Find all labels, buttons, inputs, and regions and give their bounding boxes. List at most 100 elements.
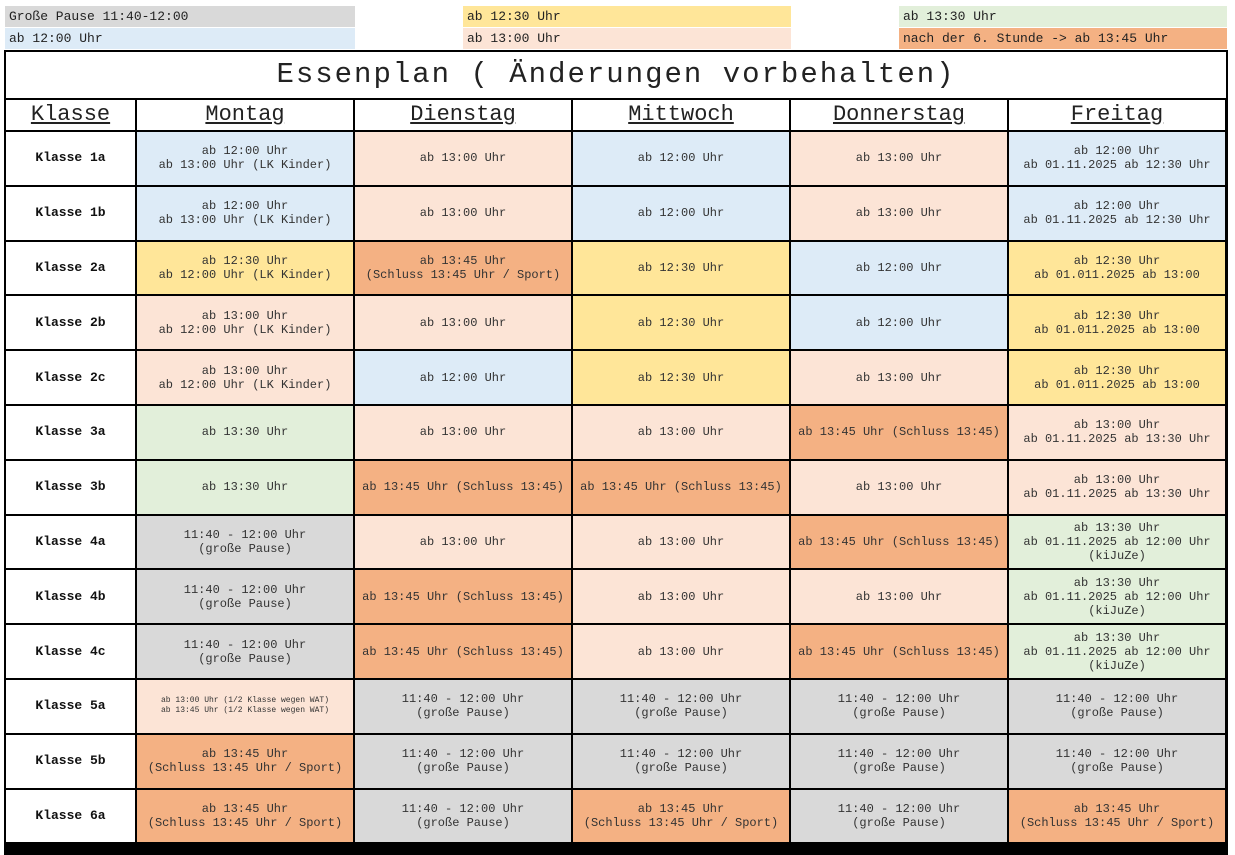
class-label: Klasse 1b (6, 186, 135, 240)
schedule-cell: ab 13:45 Uhr (Schluss 13:45) (355, 460, 571, 514)
cell-line: (große Pause) (1070, 706, 1164, 721)
cell-line: ab 13:00 Uhr (637, 644, 725, 659)
cell-line: 11:40 - 12:00 Uhr (837, 747, 961, 762)
schedule-cell: ab 13:30 Uhr ab 01.11.2025 ab 12:00 Uhr (k… (1009, 625, 1225, 678)
cell-line: ab 12:30 Uhr (1073, 363, 1161, 378)
cell-line: ab 13:45 Uhr (1073, 801, 1161, 816)
cell-line: ab 13:45 Uhr (Schluss 13:45) (580, 480, 782, 495)
class-label: Klasse 3a (6, 406, 135, 459)
cell-line: 11:40 - 12:00 Uhr (1055, 692, 1179, 707)
cell-line: ab 13:45 Uhr (637, 801, 725, 816)
cell-line: 11:40 - 12:00 Uhr (619, 747, 743, 762)
cell-line: ab 01.11.2025 ab 13:30 Uhr (1023, 432, 1211, 447)
cell-line: ab 12:00 Uhr (637, 151, 725, 166)
schedule-cell: ab 12:30 Uhr (573, 296, 789, 350)
cell-line: ab 13:45 Uhr (201, 747, 289, 762)
cell-line: (große Pause) (416, 761, 510, 776)
schedule-cell: ab 13:45 Uhr (Schluss 13:45) (573, 460, 789, 514)
schedule-cell: ab 13:00 Uhr (791, 460, 1007, 514)
cell-line: ab 13:00 Uhr (1073, 473, 1161, 488)
cell-line: ab 12:30 Uhr (637, 370, 725, 385)
cell-line: ab 12:00 Uhr (201, 199, 289, 214)
cell-line: ab 13:00 Uhr (855, 151, 943, 166)
class-label: Klasse 5b (6, 734, 135, 788)
cell-line: ab 01.11.2025 ab 12:30 Uhr (1023, 158, 1211, 173)
cell-line: ab 01.11.2025 ab 12:00 Uhr (1023, 534, 1211, 549)
cell-line: 11:40 - 12:00 Uhr (183, 582, 307, 597)
schedule-cell: 11:40 - 12:00 Uhr (große Pause) (355, 734, 571, 788)
cell-line: (große Pause) (416, 815, 510, 830)
cell-line: (große Pause) (852, 706, 946, 721)
schedule-cell: ab 13:30 Uhr (137, 460, 353, 514)
schedule-cell: ab 13:45 Uhr (Schluss 13:45 Uhr / Sport) (137, 789, 353, 843)
cell-line: ab 12:00 Uhr (855, 315, 943, 330)
cell-line: ab 01.011.2025 ab 13:00 (1034, 322, 1200, 337)
cell-line: ab 13:00 Uhr (637, 534, 725, 549)
cell-line: (Schluss 13:45 Uhr / Sport) (583, 815, 779, 830)
schedule-cell: ab 13:30 Uhr ab 01.11.2025 ab 12:00 Uhr (k… (1009, 570, 1225, 624)
schedule-cell: ab 13:00 Uhr (791, 132, 1007, 185)
cell-line: (kiJuZe) (1088, 658, 1146, 673)
schedule-cell: ab 13:30 Uhr (137, 406, 353, 459)
schedule-cell: ab 13:45 Uhr (Schluss 13:45) (791, 406, 1007, 459)
cell-line: ab 13:00 Uhr (419, 425, 507, 440)
cell-line: ab 12:00 Uhr (LK Kinder) (158, 377, 332, 392)
cell-line: ab 12:00 Uhr (LK Kinder) (158, 267, 332, 282)
cell-line: ab 12:00 Uhr (1073, 144, 1161, 159)
schedule-cell: ab 13:00 Uhr ab 01.11.2025 ab 13:30 Uhr (1009, 460, 1225, 514)
cell-line: ab 01.11.2025 ab 12:00 Uhr (1023, 644, 1211, 659)
cell-line: ab 13:00 Uhr (419, 206, 507, 221)
schedule-cell: ab 13:00 Uhr (355, 515, 571, 569)
cell-line: ab 13:30 Uhr (201, 425, 289, 440)
schedule-cell: 11:40 - 12:00 Uhr (große Pause) (137, 570, 353, 624)
schedule-cell: ab 12:00 Uhr ab 13:00 Uhr (LK Kinder) (137, 132, 353, 185)
cell-line: ab 12:00 Uhr (201, 144, 289, 159)
schedule-cell: ab 13:30 Uhr ab 01.11.2025 ab 12:00 Uhr (k… (1009, 515, 1225, 569)
cell-line: 11:40 - 12:00 Uhr (837, 801, 961, 816)
schedule-cell: ab 12:00 Uhr ab 13:00 Uhr (LK Kinder) (137, 186, 353, 240)
schedule-cell: ab 13:45 Uhr (Schluss 13:45 Uhr / Sport) (355, 241, 571, 295)
legend-item: ab 13:00 Uhr (463, 28, 791, 49)
schedule-cell: ab 13:45 Uhr (Schluss 13:45) (791, 515, 1007, 569)
cell-line: (große Pause) (1070, 761, 1164, 776)
cell-line: ab 12:30 Uhr (637, 260, 725, 275)
schedule-cell: ab 13:00 Uhr (355, 406, 571, 459)
column-header: Donnerstag (791, 100, 1007, 130)
schedule-cell: ab 13:00 Uhr (791, 570, 1007, 624)
schedule-cell: ab 13:00 Uhr (573, 406, 789, 459)
cell-line: (große Pause) (416, 706, 510, 721)
schedule-cell: ab 13:00 Uhr (791, 351, 1007, 404)
cell-line: 11:40 - 12:00 Uhr (401, 747, 525, 762)
cell-line: ab 13:00 Uhr (637, 425, 725, 440)
cell-line: (kiJuZe) (1088, 603, 1146, 618)
cell-line: ab 13:45 Uhr (201, 801, 289, 816)
schedule-cell: 11:40 - 12:00 Uhr (große Pause) (791, 734, 1007, 788)
cell-line: ab 13:00 Uhr (201, 308, 289, 323)
legend-item: ab 13:30 Uhr (899, 6, 1227, 27)
cell-line: 11:40 - 12:00 Uhr (1055, 747, 1179, 762)
class-label: Klasse 4c (6, 625, 135, 678)
class-label: Klasse 2c (6, 351, 135, 404)
schedule-cell: ab 13:00 Uhr (355, 132, 571, 185)
cell-line: ab 12:00 Uhr (LK Kinder) (158, 322, 332, 337)
schedule-cell: ab 12:00 Uhr (791, 296, 1007, 350)
cell-line: 11:40 - 12:00 Uhr (401, 692, 525, 707)
schedule-cell: ab 12:00 Uhr (573, 186, 789, 240)
cell-line: ab 13:45 Uhr (419, 253, 507, 268)
schedule-cell: 11:40 - 12:00 Uhr (große Pause) (1009, 680, 1225, 733)
cell-line: 11:40 - 12:00 Uhr (837, 692, 961, 707)
cell-line: (große Pause) (198, 596, 292, 611)
cell-line: ab 13:45 Uhr (Schluss 13:45) (362, 589, 564, 604)
schedule-cell: ab 12:00 Uhr (355, 351, 571, 404)
cell-line: (Schluss 13:45 Uhr / Sport) (365, 267, 561, 282)
cell-line: ab 13:00 Uhr (855, 589, 943, 604)
schedule-cell: 11:40 - 12:00 Uhr (große Pause) (137, 515, 353, 569)
cell-line: ab 13:00 Uhr (419, 534, 507, 549)
cell-line: (große Pause) (852, 761, 946, 776)
cell-line: 11:40 - 12:00 Uhr (183, 637, 307, 652)
cell-line: ab 12:30 Uhr (1073, 308, 1161, 323)
class-label: Klasse 4a (6, 515, 135, 569)
cell-line: ab 13:30 Uhr (201, 480, 289, 495)
cell-line: ab 13:00 Uhr (LK Kinder) (158, 213, 332, 228)
